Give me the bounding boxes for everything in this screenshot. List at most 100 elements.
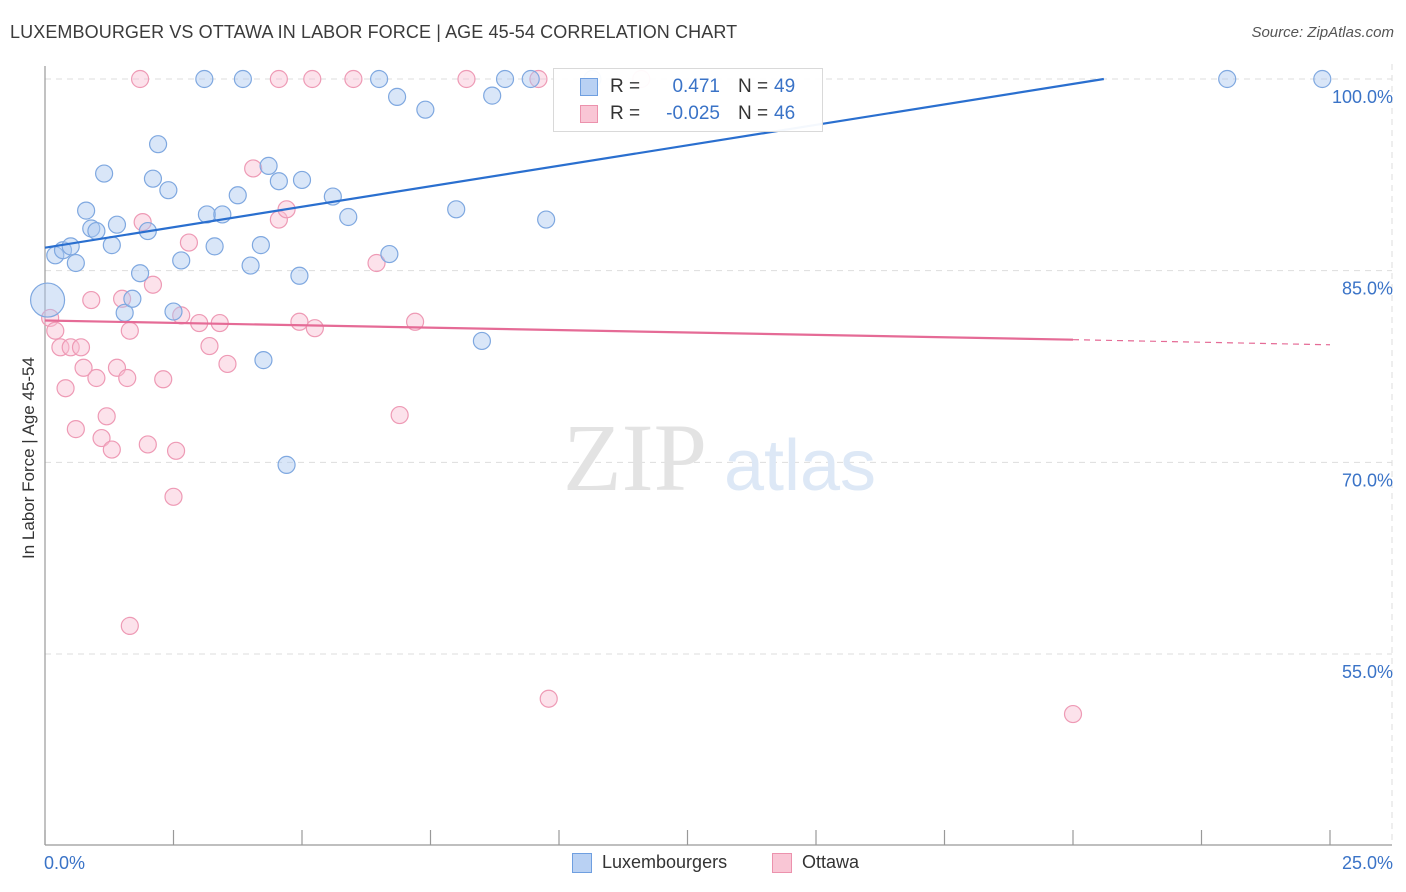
ottawa-point [120, 616, 139, 635]
luxembourgers-point [339, 207, 358, 227]
x-tick-label: 25.0% [1342, 853, 1393, 873]
luxembourgers-point [164, 302, 183, 321]
watermark-zip: ZIP [563, 404, 707, 511]
ottawa-point [290, 312, 309, 331]
luxembourgers-point [82, 219, 101, 238]
x-tick-label: 0.0% [44, 853, 85, 873]
y-tick-label: 85.0% [1342, 279, 1393, 299]
luxembourgers-point [172, 251, 191, 270]
ottawa-point [97, 407, 116, 426]
r-value: 0.471 [672, 76, 720, 97]
chart-title: LUXEMBOURGER VS OTTAWA IN LABOR FORCE | … [10, 22, 738, 42]
luxembourgers-point [159, 181, 178, 200]
luxembourgers-point [472, 331, 491, 351]
n-label: N = [738, 103, 769, 124]
ottawa-point [130, 69, 150, 89]
source-credit: Source: ZipAtlas.com [1251, 24, 1394, 41]
legend-row-ottawa: R = -0.025 N = 46 [580, 102, 795, 126]
luxembourgers-point [241, 256, 260, 275]
ottawa-point [138, 435, 157, 454]
ottawa-point [218, 354, 237, 374]
legend-swatch-pink [580, 105, 598, 123]
watermark-atlas: atlas [724, 426, 876, 506]
luxembourgers-point [61, 237, 80, 256]
ottawa-point [120, 321, 139, 340]
ottawa-point [405, 312, 425, 331]
luxembourgers-point [77, 201, 96, 220]
y-tick-label: 100.0% [1332, 87, 1393, 107]
ottawa-point [51, 338, 70, 357]
r-label: R = [610, 76, 641, 97]
luxembourgers-point [148, 135, 168, 154]
ottawa-point [344, 69, 363, 89]
luxembourgers-point [447, 200, 466, 219]
ottawa-point [305, 319, 324, 338]
luxembourgers-point [130, 264, 150, 283]
ottawa-point [56, 379, 75, 398]
ottawa-trend-extension [1072, 339, 1331, 346]
ottawa-point [529, 69, 548, 89]
series-swatch-pink [772, 852, 792, 873]
ottawa-points [41, 69, 1083, 724]
luxembourgers-point [290, 266, 309, 285]
series-swatch-blue [572, 852, 592, 873]
watermark: ZIP atlas [563, 404, 876, 511]
ottawa-point [200, 336, 219, 356]
ottawa-point [87, 368, 106, 388]
ottawa-point [179, 233, 199, 252]
grid-lines [45, 64, 1393, 845]
series-legend-ottawa[interactable]: Ottawa [772, 852, 859, 873]
series-label: Ottawa [802, 852, 860, 872]
ottawa-point [154, 370, 173, 389]
luxembourgers-point [143, 169, 163, 188]
luxembourgers-point [195, 69, 214, 89]
ottawa-trend-line [44, 319, 1074, 341]
ottawa-point [390, 405, 409, 425]
ottawa-point [166, 441, 186, 460]
ottawa-point [71, 338, 91, 357]
luxembourgers-point [228, 186, 247, 205]
ottawa-point [539, 689, 558, 708]
legend-row-luxembourgers: R = 0.471 N = 49 [580, 75, 795, 99]
axes [44, 66, 1392, 846]
ottawa-point [133, 213, 152, 232]
y-tick-label: 55.0% [1342, 662, 1393, 682]
r-value: -0.025 [666, 103, 720, 124]
ottawa-point [102, 440, 121, 459]
series-label: Luxembourgers [602, 852, 728, 872]
luxembourgers-point [277, 455, 296, 474]
ottawa-point [143, 275, 163, 294]
ottawa-point [74, 358, 93, 377]
n-value: 46 [774, 103, 796, 124]
luxembourgers-point [233, 69, 252, 89]
ottawa-point [118, 368, 137, 388]
correlation-legend: R = 0.471 N = 49 R = -0.025 N = 46 [553, 68, 823, 132]
luxembourgers-point [1313, 69, 1332, 89]
luxembourgers-point [251, 236, 270, 255]
ottawa-point [303, 69, 322, 89]
luxembourgers-point [537, 210, 556, 229]
luxembourgers-point [370, 69, 389, 89]
n-value: 49 [774, 76, 796, 97]
luxembourgers-point [1218, 69, 1237, 89]
y-axis-label: In Labor Force | Age 45-54 [19, 357, 38, 559]
luxembourgers-point [29, 282, 66, 318]
luxembourgers-point [521, 69, 540, 89]
luxembourgers-point [87, 221, 106, 241]
luxembourgers-point [380, 244, 399, 264]
series-legend-luxembourgers[interactable]: Luxembourgers [572, 852, 727, 873]
ottawa-point [457, 69, 476, 89]
ottawa-point [61, 338, 80, 357]
luxembourgers-point [483, 86, 502, 105]
luxembourgers-point [95, 164, 114, 183]
ottawa-point [269, 69, 288, 89]
luxembourgers-point [107, 215, 127, 234]
luxembourgers-point [123, 289, 142, 308]
luxembourgers-trend-line [44, 77, 1105, 249]
ottawa-point [66, 420, 85, 439]
ottawa-point [164, 487, 183, 506]
luxembourgers-point [254, 351, 273, 370]
y-tick-label: 70.0% [1342, 470, 1393, 490]
ottawa-point [244, 159, 263, 178]
